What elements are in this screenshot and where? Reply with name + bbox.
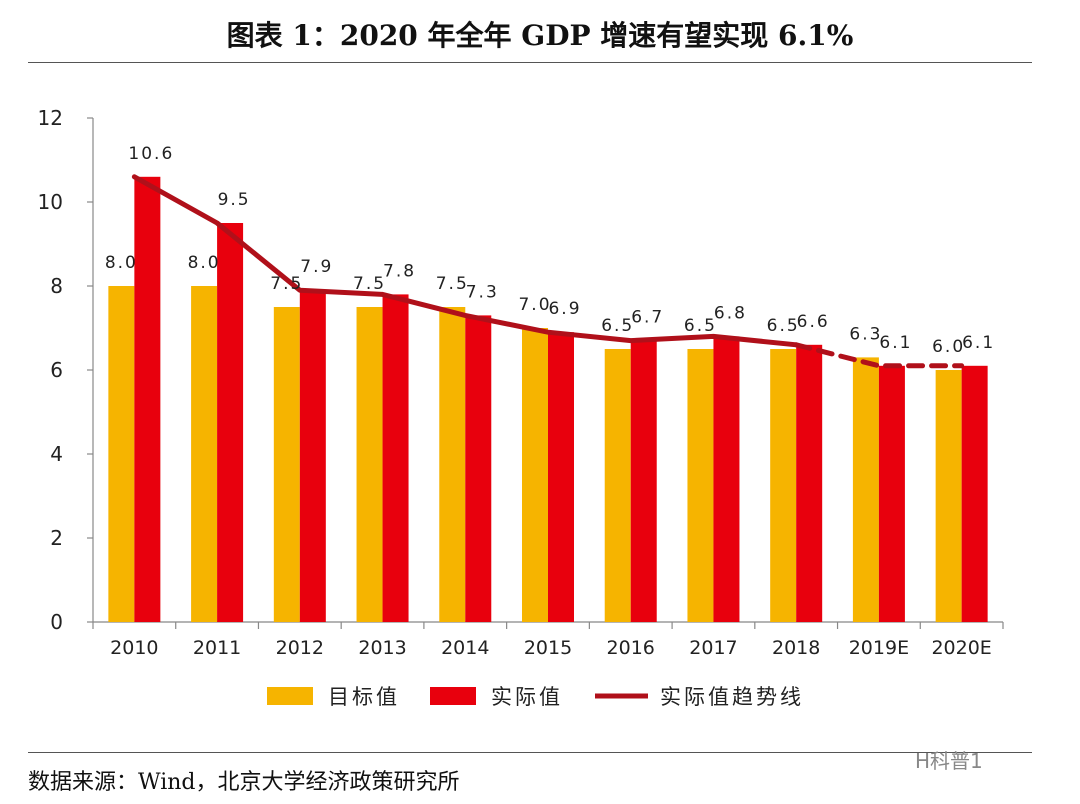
trend-line [131, 174, 965, 369]
actual-bar [299, 290, 326, 622]
y-tick-label: 4 [50, 442, 63, 466]
target-data-label: 7.5 [270, 274, 303, 294]
target-bar [273, 307, 300, 622]
x-tick-label: 2014 [441, 637, 489, 659]
x-tick-label: 2016 [607, 637, 655, 659]
target-bar [935, 370, 962, 622]
actual-data-label: 7.8 [383, 261, 416, 281]
target-data-label: 6.5 [767, 316, 800, 336]
y-tick-label: 0 [50, 610, 63, 634]
target-data-label: 6.5 [684, 316, 717, 336]
source-divider [28, 752, 1032, 753]
actual-data-label: 6.6 [797, 312, 830, 332]
legend-label-target: 目标值 [328, 685, 400, 709]
x-tick-label: 2020E [931, 637, 991, 659]
target-bar [522, 328, 548, 622]
target-data-label: 7.0 [518, 295, 551, 315]
target-data-label: 8.0 [188, 253, 221, 273]
chart-bars [108, 176, 988, 623]
legend-swatch-target [267, 687, 313, 705]
chart-axes: 0 2 4 6 8 10 12 2010 2011 2012 2013 2014 2015 2016 201… [38, 106, 1004, 659]
legend: 目标值 实际值 实际值趋势线 [267, 685, 804, 709]
x-tick-label: 2010 [110, 637, 158, 659]
y-tick-label: 6 [50, 358, 63, 382]
title-divider [28, 62, 1032, 63]
actual-data-label: 6.1 [962, 333, 995, 353]
actual-bar [465, 315, 492, 622]
target-data-label: 7.5 [436, 274, 469, 294]
actual-bar [217, 223, 244, 622]
target-data-label: 6.0 [932, 337, 965, 357]
y-tick-label: 12 [38, 106, 63, 130]
data-labels: 8.010.68.09.57.57.97.57.87.57.37.06.96.5… [105, 144, 995, 357]
actual-bar [548, 332, 574, 622]
target-bar [439, 307, 466, 622]
actual-data-label: 9.5 [218, 190, 251, 210]
legend-label-trend: 实际值趋势线 [660, 685, 804, 709]
trend-line-solid [131, 174, 799, 348]
actual-bar [630, 340, 657, 622]
actual-bar [382, 294, 409, 622]
x-tick-label: 2013 [358, 637, 406, 659]
target-bar [687, 349, 714, 622]
x-tick-label: 2015 [524, 637, 572, 659]
target-data-label: 8.0 [105, 253, 138, 273]
actual-data-label: 6.9 [548, 299, 581, 319]
legend-swatch-actual [430, 687, 476, 705]
actual-bar [796, 344, 823, 622]
target-bar [191, 286, 218, 622]
trend-line-dashed [793, 342, 965, 369]
actual-data-label: 7.3 [466, 282, 499, 302]
chart-title: 图表 1：2020 年全年 GDP 增速有望实现 6.1% [226, 19, 854, 52]
actual-bar [961, 365, 988, 622]
target-bar [356, 307, 383, 622]
gdp-chart: 0 2 4 6 8 10 12 2010 2011 2012 2013 2014 2015 2016 201… [38, 106, 1004, 709]
actual-data-label: 6.8 [714, 303, 747, 323]
x-tick-label: 2018 [772, 637, 820, 659]
x-tick-label: 2012 [276, 637, 324, 659]
target-data-label: 6.5 [601, 316, 634, 336]
target-data-label: 7.5 [353, 274, 386, 294]
target-bar [852, 357, 879, 622]
y-tick-label: 8 [50, 274, 63, 298]
target-bar [770, 349, 797, 622]
actual-bar [713, 336, 740, 622]
actual-bar [878, 365, 905, 622]
target-data-label: 6.3 [849, 324, 882, 344]
watermark: H科普1 [915, 749, 983, 773]
target-bar [604, 349, 631, 622]
actual-data-label: 6.7 [631, 308, 664, 328]
actual-bar [134, 176, 161, 623]
y-tick-label: 10 [38, 190, 63, 214]
x-tick-label: 2017 [689, 637, 737, 659]
source-note: 数据来源：Wind，北京大学经济政策研究所 [28, 770, 460, 795]
x-tick-label: 2019E [849, 637, 909, 659]
target-bar [108, 286, 135, 622]
x-tick-label: 2011 [193, 637, 241, 659]
actual-data-label: 7.9 [300, 257, 333, 277]
y-tick-label: 2 [50, 526, 63, 550]
actual-data-label: 10.6 [128, 144, 174, 164]
actual-data-label: 6.1 [879, 333, 912, 353]
legend-label-actual: 实际值 [491, 685, 563, 709]
